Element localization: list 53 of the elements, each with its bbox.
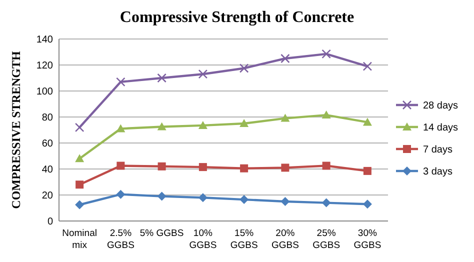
point (198, 163, 207, 172)
point (322, 198, 331, 208)
x-tick-label: 15% GGBS (230, 228, 258, 251)
x-tick-label: 25% GGBS (312, 228, 340, 251)
point (322, 162, 330, 170)
y-axis-title: COMPRESSIVE STRENGTH (9, 50, 23, 209)
point (157, 122, 166, 130)
legend-label: 28 days (423, 100, 458, 112)
legend-label: 7 days (423, 144, 452, 156)
point (240, 195, 249, 204)
point (362, 200, 372, 209)
x-tick-label: 5% GGBS (140, 228, 184, 239)
x-tick-label: 10% GGBS (189, 228, 217, 251)
point (198, 193, 208, 202)
y-tick-label: 120 (36, 60, 54, 72)
y-tick-label: 0 (47, 216, 54, 228)
point (74, 122, 84, 132)
point (280, 54, 290, 64)
point (240, 119, 249, 127)
point (158, 162, 166, 170)
point (198, 120, 208, 129)
point (322, 110, 331, 119)
legend-label: 3 days (423, 166, 452, 178)
y-tick-label: 140 (36, 34, 54, 46)
point (116, 162, 125, 170)
point (157, 192, 166, 201)
point (157, 73, 166, 83)
chart-title: Compressive Strength of Concrete (120, 9, 354, 26)
x-tick-label: Nominal mix (62, 228, 97, 251)
y-tick-label: 100 (36, 86, 54, 98)
point (362, 62, 372, 71)
point (198, 69, 208, 79)
legend-label: 14 days (423, 122, 458, 134)
x-tick-label: 2.5% GGBS (106, 228, 134, 251)
point (281, 164, 290, 172)
point (76, 180, 84, 189)
point (362, 118, 372, 126)
point (116, 190, 126, 199)
point (75, 200, 84, 210)
y-tick-label: 20 (42, 190, 54, 202)
x-tick-label: 20% GGBS (271, 228, 299, 251)
point (116, 77, 126, 87)
y-tick-label: 80 (42, 112, 54, 124)
x-tick-label: 30% GGBS (354, 228, 382, 251)
point (239, 64, 249, 73)
point (280, 114, 290, 122)
y-tick-label: 60 (42, 138, 54, 150)
point (280, 197, 290, 206)
point (240, 164, 248, 172)
point (363, 166, 372, 175)
y-tick-label: 40 (42, 164, 54, 176)
point (75, 154, 84, 162)
point (322, 49, 331, 59)
